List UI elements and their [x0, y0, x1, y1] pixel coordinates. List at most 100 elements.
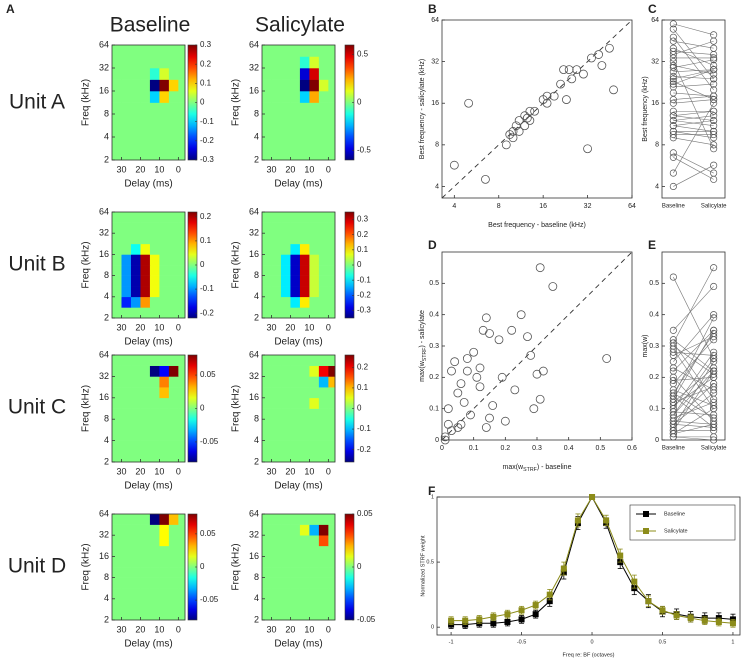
y-axis-label: Freq (kHz): [231, 241, 242, 288]
heatmap-cell: [149, 102, 160, 115]
heatmap-cell: [130, 567, 141, 578]
heatmap-cell: [140, 68, 151, 80]
heatmap-cell: [309, 567, 320, 578]
heatmap-cell: [328, 365, 336, 377]
y-tick-label: 8: [655, 142, 659, 149]
heatmap-cell: [262, 365, 272, 377]
scatter-point: [525, 106, 535, 116]
heatmap-cell: [271, 137, 282, 149]
x-tick-label: 30: [266, 164, 276, 174]
heatmap-cell: [121, 545, 132, 557]
heatmap-cell: [178, 296, 186, 308]
heatmap-cell: [178, 102, 186, 115]
y-tick-label: 64: [431, 17, 439, 24]
x-tick-label: -1: [449, 639, 454, 645]
heatmap-cell: [140, 376, 151, 388]
scatter-point: [478, 325, 488, 335]
scatter-point: [485, 329, 494, 338]
x-axis-label: max(wSTRF) - baseline: [503, 464, 572, 474]
heatmap-cell: [121, 275, 132, 287]
scatter-point: [485, 413, 494, 423]
y-tick-label: 4: [104, 435, 109, 445]
heatmap-cell: [328, 419, 336, 431]
y-tick-label: 64: [249, 508, 259, 518]
series-marker: [504, 618, 511, 625]
heatmap-cell: [112, 440, 122, 452]
y-tick-label: 64: [249, 206, 259, 216]
heatmap-cell: [318, 286, 329, 298]
heatmap-cell: [130, 102, 141, 115]
x-tick-label: 1: [731, 639, 734, 645]
series-marker: [715, 618, 722, 625]
heatmap-cell: [318, 296, 329, 308]
scatter-point: [497, 372, 507, 382]
y-tick-label: 0.3: [649, 343, 659, 350]
scatter-point: [472, 372, 482, 382]
heatmap-cell: [121, 577, 132, 589]
x-tick-label: 8: [497, 203, 501, 210]
heatmap-cell: [121, 397, 132, 409]
pair-point: [669, 107, 677, 115]
pair-point: [710, 436, 718, 444]
heatmap-cell: [299, 365, 310, 377]
heatmap-cell: [290, 451, 301, 463]
heatmap-cell: [121, 567, 132, 578]
scatter-point: [481, 174, 490, 184]
colorbar-tick-label: -0.2: [200, 308, 214, 317]
heatmap-cell: [159, 524, 170, 536]
heatmap-cell: [140, 233, 151, 245]
pair-point: [669, 99, 677, 107]
heatmap-cell: [328, 114, 336, 126]
heatmap-cell: [178, 68, 186, 80]
heatmap-cell: [168, 567, 179, 578]
heatmap-cell: [262, 296, 272, 308]
heatmap-cell: [262, 419, 272, 431]
scatter-point: [520, 111, 530, 121]
heatmap-cell: [149, 91, 160, 103]
heatmap-cell: [159, 114, 170, 126]
panel-label: D: [428, 238, 437, 252]
pair-point: [710, 70, 718, 78]
scatter-point: [464, 98, 474, 108]
heatmap-cell: [318, 68, 329, 80]
heatmap-cell: [290, 148, 301, 161]
x-tick-label: 4: [452, 203, 456, 210]
heatmap-cell: [271, 212, 282, 223]
heatmap-cell: [149, 114, 160, 126]
pair-line: [673, 276, 714, 359]
y-tick-label: 0.5: [429, 280, 439, 287]
heatmap-cell: [328, 535, 336, 547]
pair-point: [669, 112, 677, 120]
x-tick-label: 0: [326, 164, 331, 174]
heatmap-cell: [309, 68, 320, 80]
y-tick-label: 0.2: [429, 374, 439, 381]
heatmap-cell: [299, 45, 310, 57]
heatmap-cell: [130, 376, 141, 388]
heatmap-cell: [168, 102, 179, 115]
heatmap-cell: [309, 524, 320, 536]
heatmap-cell: [121, 222, 132, 234]
x-tick-label: 10: [154, 466, 164, 476]
heatmap-cell: [328, 545, 336, 557]
heatmap-cell: [318, 556, 329, 568]
pair-line: [673, 69, 714, 80]
legend-marker: [643, 528, 649, 534]
pair-line: [673, 377, 714, 406]
heatmap-cell: [168, 233, 179, 245]
heatmap-cell: [112, 254, 122, 266]
heatmap-cell: [140, 419, 151, 431]
pair-line: [673, 333, 714, 394]
heatmap-cell: [178, 148, 186, 161]
x-tick-label: 32: [584, 203, 592, 210]
heatmap-cell: [280, 419, 291, 431]
heatmap-cell: [168, 307, 179, 319]
pair-point: [710, 314, 718, 322]
colorbar-tick-label: -0.5: [357, 146, 371, 155]
x-tick-label: 0: [590, 639, 593, 645]
heatmap-cell: [159, 68, 170, 80]
heatmap-cell: [290, 567, 301, 578]
scatter-point: [542, 98, 552, 108]
heatmap-cell: [280, 355, 291, 366]
colorbar-tick-label: 0.05: [357, 509, 373, 518]
heatmap-cell: [168, 68, 179, 80]
